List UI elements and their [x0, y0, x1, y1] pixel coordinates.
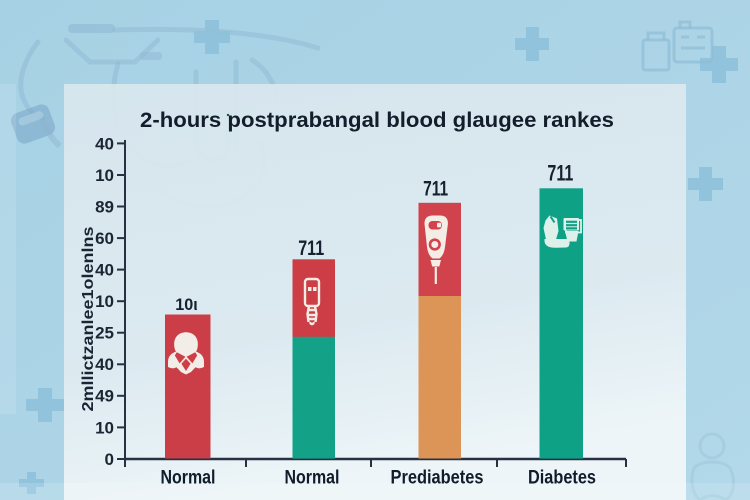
svg-text:711: 711	[423, 178, 448, 201]
svg-text:40: 40	[95, 261, 114, 280]
svg-text:40: 40	[95, 355, 114, 374]
svg-text:25: 25	[95, 324, 114, 343]
svg-text:89: 89	[95, 197, 114, 216]
svg-text:0: 0	[105, 450, 114, 469]
svg-text:2-hours postprabangal blood g: 2-hours postprabangal blood glaugee rank…	[140, 109, 614, 132]
svg-text:Diabetes: Diabetes	[528, 468, 596, 489]
svg-text:49: 49	[95, 387, 114, 406]
svg-text:60: 60	[95, 229, 114, 248]
svg-text:711: 711	[298, 237, 324, 260]
svg-text:711: 711	[547, 161, 573, 186]
svg-text:Normal: Normal	[285, 468, 340, 489]
svg-text:10: 10	[95, 166, 114, 185]
svg-text:Prediabetes: Prediabetes	[391, 468, 484, 489]
svg-text:40: 40	[95, 134, 114, 153]
svg-text:Normal: Normal	[161, 468, 216, 489]
svg-text:10ι: 10ι	[175, 295, 198, 314]
svg-text:2mllictzanlee1olenlns: 2mllictzanlee1olenlns	[80, 226, 97, 411]
svg-text:10: 10	[95, 292, 114, 311]
svg-text:10: 10	[95, 418, 114, 437]
